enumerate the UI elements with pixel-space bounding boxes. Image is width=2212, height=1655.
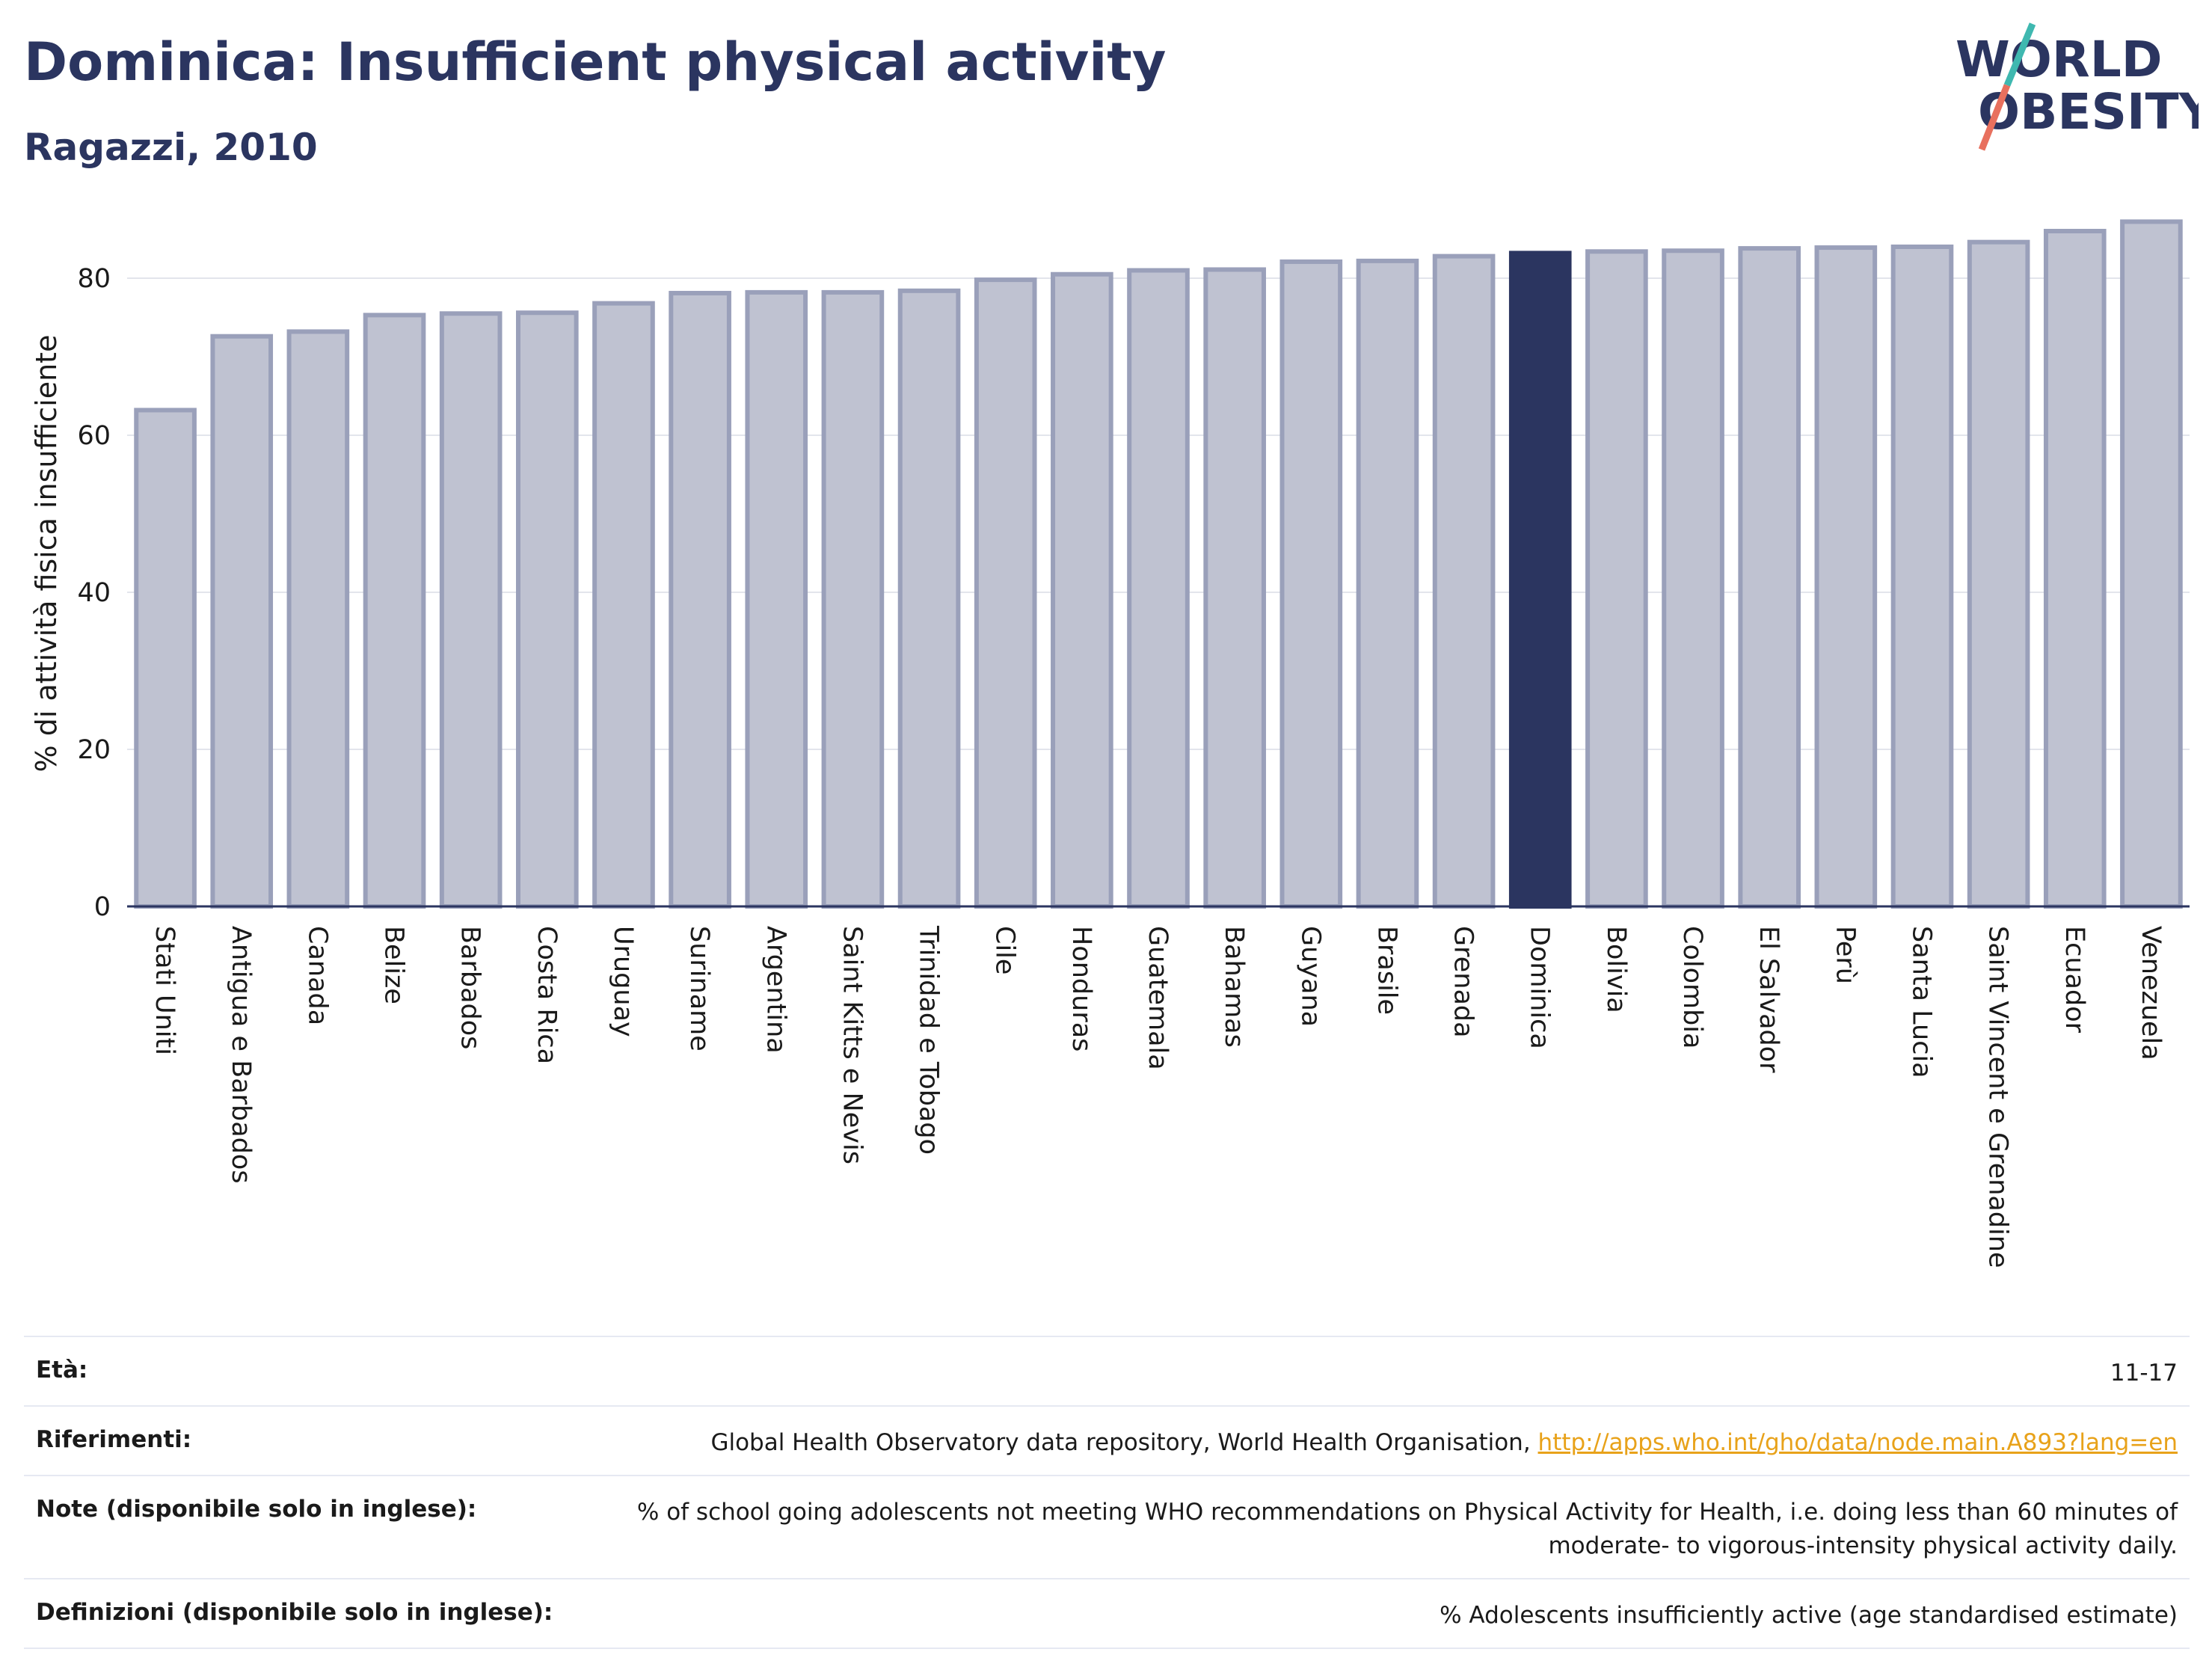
- x-tick-label: Ecuador: [2059, 926, 2089, 1034]
- info-label: Definizioni (disponibile solo in inglese…: [36, 1598, 553, 1626]
- x-tick-label: Venezuela: [2136, 926, 2166, 1060]
- bar: [1738, 246, 1801, 909]
- info-label: Note (disponibile solo in inglese):: [36, 1495, 477, 1523]
- bar: [821, 289, 885, 909]
- x-tick-label: Dominica: [1525, 926, 1555, 1049]
- bar: [745, 289, 808, 909]
- x-tick-label: Barbados: [455, 926, 485, 1049]
- bar: [1432, 254, 1496, 909]
- info-value: Global Health Observatory data repositor…: [710, 1426, 2178, 1460]
- logo-slash-teal: [2003, 22, 2036, 87]
- chart-title: Dominica: Insufficient physical activity: [24, 31, 1167, 93]
- bar: [1127, 268, 1190, 909]
- x-tick-label: Suriname: [684, 926, 714, 1051]
- y-axis-label-text: % di attività fisica insufficiente: [30, 334, 63, 773]
- world-obesity-logo: WORLD OBESITY: [1956, 22, 2199, 151]
- x-tick-label: Trinidad e Tobago: [914, 925, 944, 1155]
- reference-link[interactable]: http://apps.who.int/gho/data/node.main.A…: [1537, 1428, 2178, 1456]
- x-tick-label: Santa Lucia: [1906, 926, 1936, 1078]
- y-tick-label: 20: [77, 735, 111, 765]
- x-tick-label: Bahamas: [1219, 926, 1249, 1048]
- y-tick-labels: 0 20 40 60 80: [77, 264, 111, 922]
- info-row-definitions: Definizioni (disponibile solo in inglese…: [24, 1577, 2190, 1649]
- x-tick-label: Belize: [379, 926, 409, 1004]
- info-value: % Adolescents insufficiently active (age…: [1440, 1601, 2178, 1629]
- bar: [897, 288, 961, 909]
- bars: [134, 219, 2183, 909]
- bar: [1203, 267, 1266, 909]
- x-tick-label: Grenada: [1448, 926, 1478, 1038]
- x-tick-label: Stati Uniti: [150, 926, 179, 1055]
- bar: [1356, 258, 1419, 909]
- x-tick-labels: Stati Uniti Antigua e Barbados Canada Beliz…: [150, 925, 2166, 1268]
- info-label: Riferimenti:: [36, 1425, 192, 1453]
- bar: [134, 408, 197, 909]
- bar: [669, 290, 731, 909]
- x-tick-label: Honduras: [1066, 926, 1096, 1051]
- bar: [363, 313, 426, 909]
- x-tick-label: Guatemala: [1143, 926, 1173, 1070]
- x-tick-label: Uruguay: [608, 926, 638, 1037]
- reference-text: Global Health Observatory data repositor…: [710, 1428, 1538, 1456]
- bar: [515, 310, 579, 909]
- bar: [1051, 271, 1113, 909]
- x-tick-label: Canada: [302, 926, 332, 1025]
- x-tick-label: Colombia: [1677, 926, 1707, 1048]
- bar: [1279, 259, 1343, 909]
- bar: [210, 334, 274, 909]
- x-tick-label: Costa Rica: [532, 926, 562, 1064]
- info-row-age: Età: 11-17: [24, 1336, 2190, 1405]
- bar: [1890, 245, 1954, 909]
- logo-text-world: WORLD: [1956, 31, 2163, 88]
- x-tick-label: Guyana: [1295, 926, 1325, 1027]
- info-row-references: Riferimenti: Global Health Observatory d…: [24, 1404, 2190, 1475]
- logo-text-obesity: OBESITY: [1978, 83, 2199, 141]
- info-row-notes: Note (disponibile solo in inglese): % of…: [24, 1474, 2190, 1578]
- bar: [2120, 219, 2183, 909]
- bar-chart: 0 20 40 60 80 Stati Uniti Antigua e Barbados C…: [77, 219, 2190, 1268]
- info-value: % of school going adolescents not meetin…: [636, 1498, 2178, 1559]
- x-tick-label: El Salvador: [1754, 926, 1784, 1073]
- x-tick-label: Bolivia: [1601, 926, 1631, 1013]
- y-tick-label: 60: [77, 421, 111, 451]
- x-tick-label: Perù: [1830, 926, 1860, 984]
- y-tick-label: 0: [94, 892, 111, 922]
- bar: [974, 277, 1037, 909]
- bar: [1662, 248, 1724, 909]
- bar: [1814, 245, 1878, 909]
- bar: [592, 301, 655, 909]
- bar: [2043, 229, 2107, 909]
- x-tick-label: Brasile: [1371, 926, 1401, 1015]
- y-tick-label: 80: [77, 264, 111, 294]
- bar: [1967, 239, 2030, 909]
- bar: [1585, 249, 1648, 909]
- logo-slash-coral: [1978, 84, 2011, 151]
- info-value: 11-17: [2110, 1360, 2178, 1387]
- x-tick-label: Saint Kitts e Nevis: [837, 926, 867, 1164]
- info-table: Età: 11-17 Riferimenti: Global Health Ob…: [24, 1336, 2190, 1649]
- x-tick-label: Argentina: [761, 926, 790, 1054]
- bar-highlight: [1508, 251, 1572, 909]
- x-tick-label: Cile: [990, 926, 1020, 974]
- chart-subtitle: Ragazzi, 2010: [24, 126, 318, 169]
- x-tick-label: Saint Vincent e Grenadine: [1983, 926, 2013, 1268]
- info-label: Età:: [36, 1357, 88, 1384]
- bar: [439, 311, 503, 909]
- x-tick-label: Antigua e Barbados: [226, 926, 256, 1184]
- bar: [286, 329, 350, 909]
- y-tick-label: 40: [77, 578, 111, 608]
